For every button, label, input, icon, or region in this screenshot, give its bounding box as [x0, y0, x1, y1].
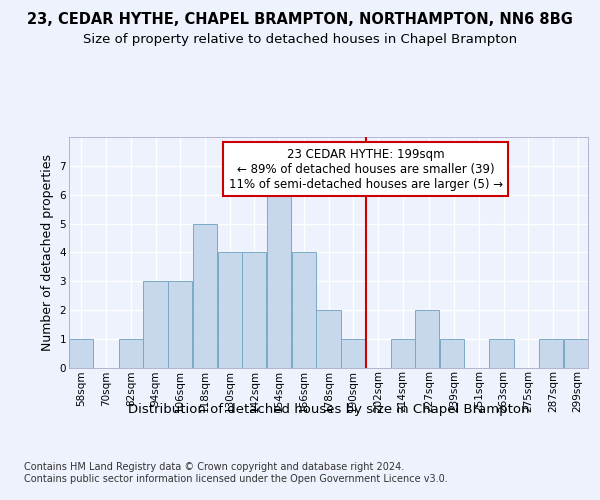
Bar	[341, 339, 365, 368]
Bar	[193, 224, 217, 368]
Bar	[218, 252, 242, 368]
Bar	[391, 339, 415, 368]
Bar	[267, 166, 291, 368]
Text: 23 CEDAR HYTHE: 199sqm
← 89% of detached houses are smaller (39)
11% of semi-det: 23 CEDAR HYTHE: 199sqm ← 89% of detached…	[229, 148, 503, 190]
Bar	[316, 310, 341, 368]
Bar	[440, 339, 464, 368]
Y-axis label: Number of detached properties: Number of detached properties	[41, 154, 54, 351]
Text: Size of property relative to detached houses in Chapel Brampton: Size of property relative to detached ho…	[83, 32, 517, 46]
Bar	[415, 310, 439, 368]
Bar	[119, 339, 143, 368]
Bar	[490, 339, 514, 368]
Text: Distribution of detached houses by size in Chapel Brampton: Distribution of detached houses by size …	[128, 402, 530, 415]
Bar	[242, 252, 266, 368]
Bar	[70, 339, 94, 368]
Bar	[168, 281, 192, 368]
Bar	[143, 281, 167, 368]
Bar	[292, 252, 316, 368]
Text: 23, CEDAR HYTHE, CHAPEL BRAMPTON, NORTHAMPTON, NN6 8BG: 23, CEDAR HYTHE, CHAPEL BRAMPTON, NORTHA…	[27, 12, 573, 28]
Bar	[539, 339, 563, 368]
Bar	[563, 339, 587, 368]
Text: Contains HM Land Registry data © Crown copyright and database right 2024.
Contai: Contains HM Land Registry data © Crown c…	[24, 462, 448, 484]
